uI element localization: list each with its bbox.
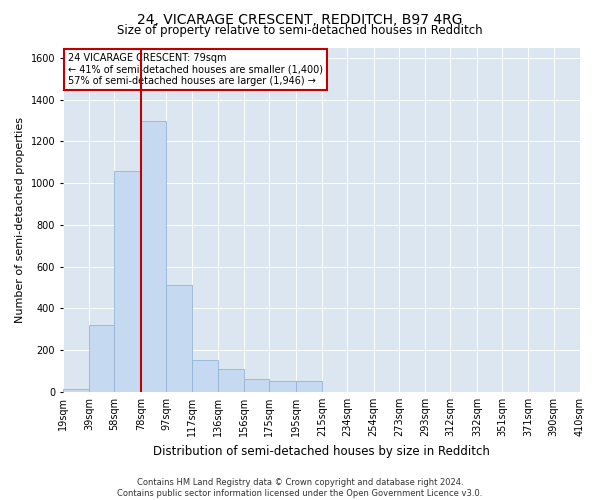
Text: Size of property relative to semi-detached houses in Redditch: Size of property relative to semi-detach… — [117, 24, 483, 37]
Bar — [244, 380, 269, 392]
Bar — [63, 389, 89, 392]
Bar — [218, 369, 244, 392]
Bar — [296, 382, 322, 392]
Y-axis label: Number of semi-detached properties: Number of semi-detached properties — [15, 116, 25, 322]
X-axis label: Distribution of semi-detached houses by size in Redditch: Distribution of semi-detached houses by … — [153, 444, 490, 458]
Bar — [141, 120, 166, 392]
Bar — [193, 360, 218, 392]
Text: 24 VICARAGE CRESCENT: 79sqm
← 41% of semi-detached houses are smaller (1,400)
57: 24 VICARAGE CRESCENT: 79sqm ← 41% of sem… — [68, 52, 323, 86]
Bar — [89, 325, 115, 392]
Text: Contains HM Land Registry data © Crown copyright and database right 2024.
Contai: Contains HM Land Registry data © Crown c… — [118, 478, 482, 498]
Bar — [166, 286, 193, 392]
Text: 24, VICARAGE CRESCENT, REDDITCH, B97 4RG: 24, VICARAGE CRESCENT, REDDITCH, B97 4RG — [137, 12, 463, 26]
Bar — [115, 170, 141, 392]
Bar — [269, 382, 296, 392]
